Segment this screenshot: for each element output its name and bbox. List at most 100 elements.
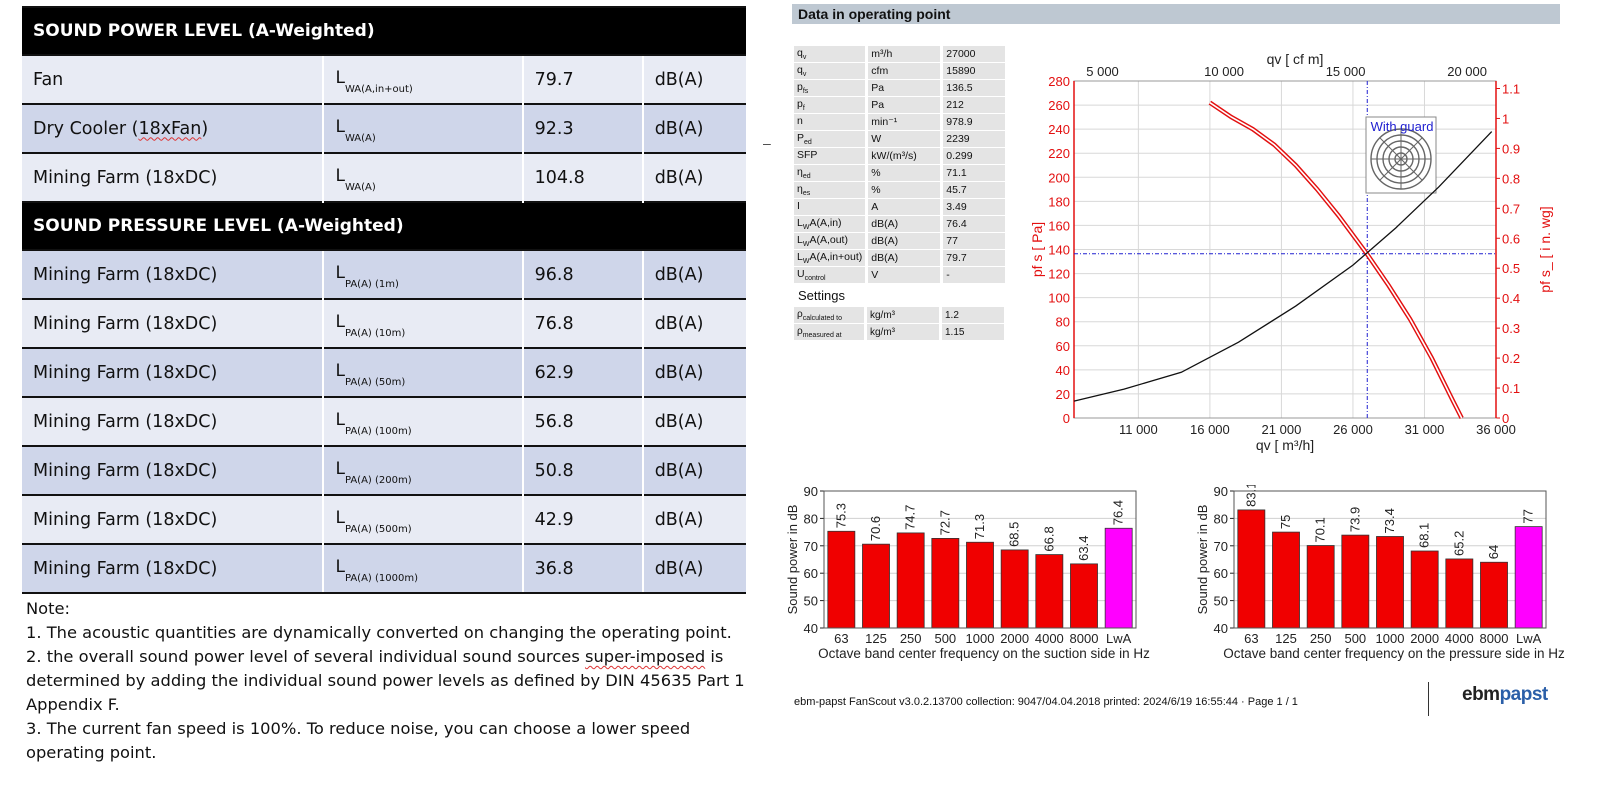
y-tick-label: 200 [1048,170,1070,185]
row-unit: dB(A) [641,298,746,348]
y-tick-label: 100 [1048,291,1070,306]
y-tick-label: 240 [1048,122,1070,137]
bar [1480,561,1508,629]
op-value: 136.5 [943,80,1009,96]
op-row: SFP kW/(m³/s) 0.299 [794,148,1009,164]
row-label: Dry Cooler (18xFan) [22,103,324,153]
op-param: ηes [794,182,869,198]
row-label: Mining Farm (18xDC) [22,298,324,348]
table-row: Mining Farm (18xDC) LPA(A) (1m) 96.8 dB(… [22,249,746,299]
row-label: Mining Farm (18xDC) [22,347,324,397]
row-unit: dB(A) [641,396,746,446]
op-unit: A [868,199,944,215]
x-tick-label: 8000 [1480,631,1509,646]
settings-row: ρmeasured at kg/m³ 1.15 [794,324,1007,340]
table-row: Mining Farm (18xDC) LWA(A) 104.8 dB(A) [22,152,746,202]
row-value: 56.8 [521,396,643,446]
x-tick-label: 250 [1310,631,1332,646]
row-symbol: LPA(A) (1m) [322,249,523,299]
row-value: 62.9 [521,347,643,397]
sound-pressure-header-row: SOUND PRESSURE LEVEL (A-Weighted) [22,201,746,250]
bar [1035,554,1064,629]
row-symbol: LPA(A) (50m) [322,347,523,397]
guard-spoke [1400,158,1423,181]
op-unit: Pa [868,80,944,96]
bar [827,530,856,629]
bar [862,543,890,629]
bar-value-label: 77 [1521,509,1536,523]
bar-value-label: 70.6 [868,516,883,541]
bar-value-label: 76.4 [1111,500,1126,525]
suction-sound-chart: 40 50 60 70 80 90 75.3 63 70.6 125 74.7 250 72.7 500 7… [785,485,1150,661]
y2-tick-label: 0.9 [1502,141,1520,156]
x-tick-label: 36 000 [1476,422,1516,437]
x-tick-label: 11 000 [1119,422,1158,437]
y-tick-label: 70 [1214,539,1228,554]
y-tick-label: 70 [804,539,818,554]
row-symbol: LPA(A) (1000m) [322,543,523,594]
x2-tick-label: 10 000 [1204,64,1244,79]
bar-value-label: 75 [1278,515,1293,529]
row-symbol: LPA(A) (200m) [322,445,523,495]
x2-tick-label: 15 000 [1326,64,1366,79]
fan-curve-chart: 0 20 40 60 80 100 120 140 160 180 200 220 240 260 280 1… [1029,51,1553,453]
note-2: 2. the overall sound power level of seve… [26,647,745,714]
row-value: 76.8 [521,298,643,348]
x-tick-label: 125 [865,631,887,646]
op-row: ηed% 71.1 [794,165,1009,181]
op-param: I [794,199,869,215]
row-label: Mining Farm (18xDC) [22,543,324,594]
x-tick-label: 63 [1244,631,1258,646]
op-row: pf Pa 212 [794,97,1009,113]
y-tick-label: 50 [1214,594,1228,609]
sound-pressure-header: SOUND PRESSURE LEVEL (A-Weighted) [22,201,746,250]
op-row: Ped W 2239 [794,131,1009,147]
op-value: 45.7 [943,182,1009,198]
x-tick-label: 2000 [1410,631,1439,646]
bar-value-label: 68.1 [1417,523,1432,548]
settings-table: ρcalculated to kg/m³ 1.2 ρmeasured at kg/m³ 1… [794,306,1007,341]
footer-text: ebm-papst FanScout v3.0.2.13700 collecti… [794,696,1298,708]
op-value: - [943,267,1009,283]
y-tick-label: 140 [1048,243,1070,258]
op-param: LWA(A,in) [794,216,869,232]
x-tick-label: 26 000 [1333,422,1373,437]
y2-tick-label: 0.8 [1502,171,1520,186]
y-tick-label: 40 [1214,621,1228,636]
y-tick-label: 90 [1214,485,1228,499]
y-tick-label: 60 [804,566,818,581]
bar [1376,536,1404,629]
settings-value: 1.15 [942,324,1007,340]
row-label: Mining Farm (18xDC) [22,396,324,446]
row-unit: dB(A) [641,543,746,594]
operating-point-header: Data in operating point [792,4,1560,24]
bar [1514,526,1543,629]
row-symbol: LPA(A) (500m) [322,494,523,544]
table-row: Mining Farm (18xDC) LPA(A) (100m) 56.8 d… [22,396,746,446]
table-row: Mining Farm (18xDC) LPA(A) (50m) 62.9 dB… [22,347,746,397]
op-param: ηed [794,165,869,181]
table-row: Dry Cooler (18xFan) LWA(A) 92.3 dB(A) [22,103,746,153]
row-symbol: LWA(A,in+out) [322,54,523,104]
row-unit: dB(A) [641,152,746,202]
y2-tick-label: 0.7 [1502,201,1520,216]
x-tick-label: 250 [900,631,922,646]
row-value: 79.7 [521,54,643,104]
y-axis-label: pf s [ Pa] [1029,222,1045,277]
y-axis-label: Sound power in dB [1195,505,1210,615]
row-value: 36.8 [521,543,643,594]
row-unit: dB(A) [641,347,746,397]
y-tick-label: 90 [804,485,818,499]
y-tick-label: 220 [1048,146,1070,161]
row-symbol: LWA(A) [322,103,523,153]
y2-axis-label: pf s_ [ i n. wg] [1537,206,1553,292]
x-tick-label: 2000 [1000,631,1029,646]
system-curve [1073,131,1493,402]
x-tick-label: 31 000 [1405,422,1445,437]
x-tick-label: 16 000 [1190,422,1230,437]
row-label: Mining Farm (18xDC) [22,152,324,202]
y-tick-label: 40 [804,621,818,636]
row-value: 104.8 [521,152,643,202]
row-label: Mining Farm (18xDC) [22,494,324,544]
op-unit: Pa [868,97,944,113]
